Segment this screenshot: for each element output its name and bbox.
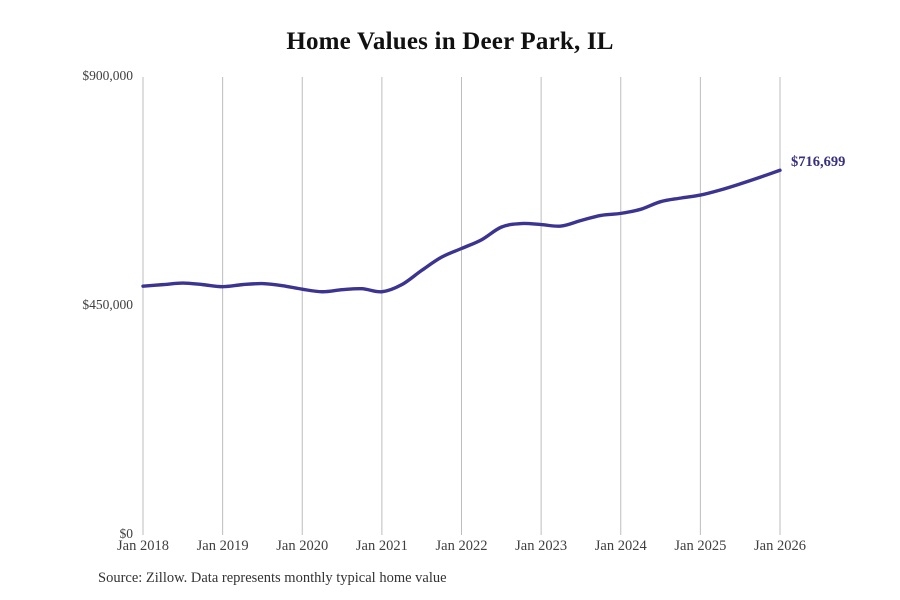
x-tick-label: Jan 2021 <box>355 538 408 554</box>
x-tick-label: Jan 2020 <box>276 538 329 554</box>
y-tick-label: $450,000 <box>82 297 133 312</box>
x-tick-label: Jan 2025 <box>674 538 727 554</box>
home-value-line <box>141 168 782 294</box>
y-tick-label: $0 <box>119 526 134 541</box>
x-tick-label: Jan 2026 <box>754 538 806 554</box>
source-note: Source: Zillow. Data represents monthly … <box>98 570 447 586</box>
chart-title: Home Values in Deer Park, IL <box>286 28 614 55</box>
x-tick-label: Jan 2024 <box>594 538 647 554</box>
x-tick-label: Jan 2022 <box>435 538 488 554</box>
x-tick-label: Jan 2023 <box>515 538 568 554</box>
end-value-label: $716,699 <box>791 154 846 171</box>
y-tick-label: $900,000 <box>82 68 133 83</box>
x-tick-label: Jan 2019 <box>196 538 249 554</box>
x-gridlines <box>142 77 781 535</box>
x-tick-label: Jan 2018 <box>117 538 169 554</box>
